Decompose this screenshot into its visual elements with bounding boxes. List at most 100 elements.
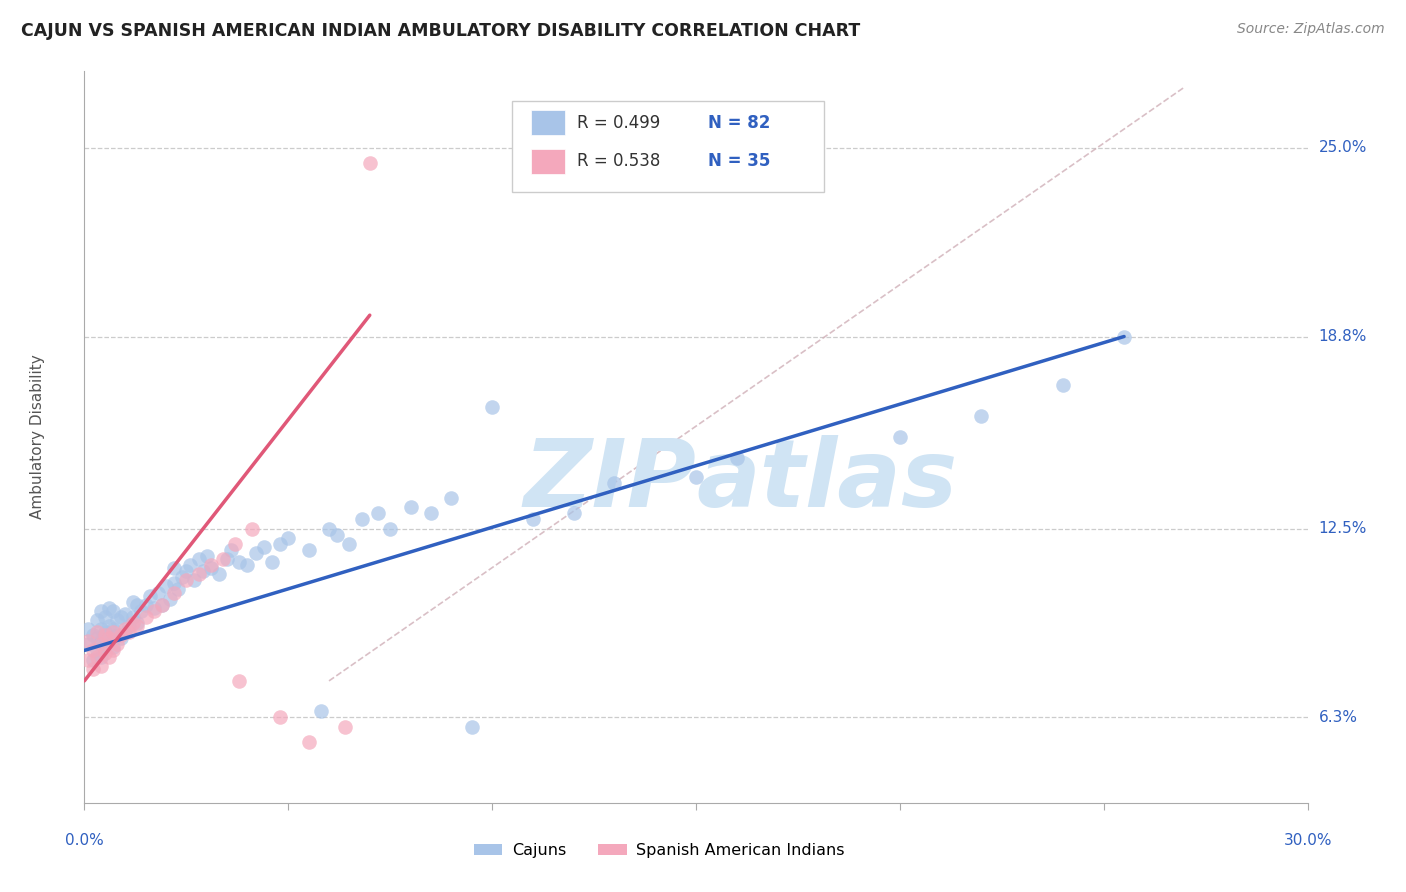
Point xyxy=(335,720,357,734)
Text: 18.8%: 18.8% xyxy=(1319,329,1367,344)
Point xyxy=(269,537,291,551)
Point xyxy=(339,537,361,551)
Point xyxy=(440,491,463,505)
Point xyxy=(90,658,112,673)
Point xyxy=(187,552,209,566)
Point xyxy=(101,643,124,657)
Point xyxy=(1052,378,1074,392)
Point xyxy=(110,610,132,624)
Point xyxy=(260,555,283,569)
Point xyxy=(90,649,112,664)
Point xyxy=(86,649,108,664)
Point xyxy=(114,607,136,621)
Text: N = 35: N = 35 xyxy=(709,153,770,170)
Point xyxy=(191,564,214,578)
Point xyxy=(142,604,165,618)
Point xyxy=(97,600,120,615)
Point xyxy=(217,552,239,566)
Text: R = 0.499: R = 0.499 xyxy=(578,113,661,131)
Point xyxy=(86,632,108,646)
Point xyxy=(101,622,124,636)
Point xyxy=(82,628,104,642)
Point xyxy=(195,549,218,563)
Point xyxy=(77,622,100,636)
Point xyxy=(122,610,145,624)
Point xyxy=(240,521,263,535)
Text: N = 82: N = 82 xyxy=(709,113,770,131)
Point xyxy=(97,634,120,648)
Point xyxy=(163,561,186,575)
Point xyxy=(122,615,145,630)
Point xyxy=(105,613,128,627)
Point xyxy=(101,604,124,618)
Point xyxy=(101,625,124,640)
Point xyxy=(142,600,165,615)
Text: CAJUN VS SPANISH AMERICAN INDIAN AMBULATORY DISABILITY CORRELATION CHART: CAJUN VS SPANISH AMERICAN INDIAN AMBULAT… xyxy=(21,22,860,40)
Point xyxy=(245,546,267,560)
Point xyxy=(105,637,128,651)
Point xyxy=(309,705,332,719)
Point xyxy=(114,625,136,640)
Point xyxy=(350,512,373,526)
Point xyxy=(105,628,128,642)
Point xyxy=(725,451,748,466)
Text: 6.3%: 6.3% xyxy=(1319,710,1358,725)
Point xyxy=(298,735,321,749)
Text: Source: ZipAtlas.com: Source: ZipAtlas.com xyxy=(1237,22,1385,37)
Point xyxy=(163,585,186,599)
Point xyxy=(420,506,443,520)
Point xyxy=(219,542,242,557)
Point xyxy=(118,619,141,633)
FancyBboxPatch shape xyxy=(513,101,824,192)
Point xyxy=(90,637,112,651)
Point xyxy=(93,610,115,624)
Point xyxy=(77,652,100,666)
Point xyxy=(110,628,132,642)
Point xyxy=(82,643,104,657)
Point xyxy=(481,400,503,414)
Point xyxy=(253,540,276,554)
Point xyxy=(127,619,149,633)
Point xyxy=(269,710,291,724)
Point xyxy=(97,649,120,664)
Text: 25.0%: 25.0% xyxy=(1319,140,1367,155)
Point xyxy=(236,558,259,573)
Point xyxy=(101,640,124,655)
Point xyxy=(179,558,201,573)
Text: Ambulatory Disability: Ambulatory Disability xyxy=(31,355,45,519)
Text: R = 0.538: R = 0.538 xyxy=(578,153,661,170)
Point xyxy=(122,594,145,608)
Point xyxy=(114,622,136,636)
Point xyxy=(131,604,153,618)
Point xyxy=(603,475,626,490)
Point xyxy=(135,610,157,624)
Point xyxy=(200,558,222,573)
Point xyxy=(110,632,132,646)
Point xyxy=(167,582,190,597)
Point xyxy=(318,521,340,535)
Point xyxy=(159,591,181,606)
FancyBboxPatch shape xyxy=(531,149,565,174)
Point xyxy=(135,598,157,612)
Point xyxy=(90,634,112,648)
Point xyxy=(82,662,104,676)
Point xyxy=(127,615,149,630)
Point xyxy=(97,619,120,633)
Point xyxy=(277,531,299,545)
Point xyxy=(461,720,484,734)
Point xyxy=(118,625,141,640)
Point xyxy=(889,430,911,444)
Point xyxy=(522,512,544,526)
Point xyxy=(90,604,112,618)
Point xyxy=(138,589,160,603)
Point xyxy=(97,632,120,646)
Text: 0.0%: 0.0% xyxy=(65,833,104,848)
Point xyxy=(163,576,186,591)
Point xyxy=(224,537,246,551)
Point xyxy=(298,542,321,557)
Point xyxy=(93,628,115,642)
Point xyxy=(150,598,173,612)
Point xyxy=(1114,329,1136,343)
Point xyxy=(326,527,349,541)
Point xyxy=(359,156,381,170)
